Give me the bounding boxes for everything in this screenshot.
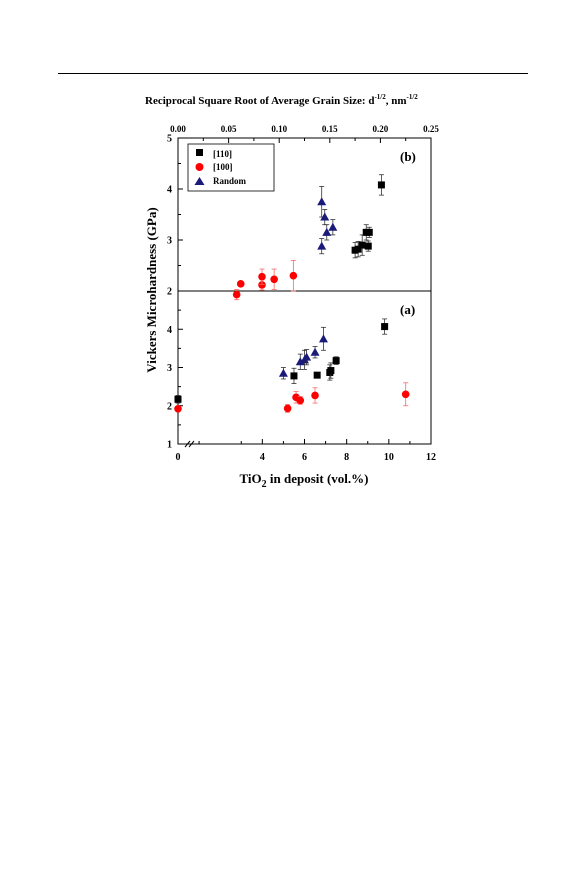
data-point-circle — [401, 390, 410, 399]
data-point-triangle — [317, 241, 327, 250]
legend: [110] [100] Random — [187, 143, 275, 192]
axis-break-mark — [184, 440, 195, 448]
legend-label-110: [110] — [213, 149, 232, 159]
data-point-square — [174, 395, 182, 403]
legend-circle-marker — [195, 163, 204, 171]
y-axis-tick-label: 5 — [167, 134, 172, 145]
data-point-square — [381, 323, 389, 331]
data-point-triangle — [320, 212, 330, 221]
legend-label-100: [100] — [213, 162, 233, 172]
bottom-axis-tick-label: 6 — [302, 452, 307, 463]
top-axis-tick-label: 0.15 — [322, 124, 338, 134]
data-point-circle — [258, 272, 266, 281]
data-point-triangle — [328, 222, 338, 231]
data-point-circle — [174, 405, 182, 413]
bottom-axis-tick-label: 10 — [384, 452, 394, 463]
bottom-axis-tick-label: 0 — [176, 452, 181, 463]
x-axis-label: TiO2 in deposit (vol.%) — [239, 471, 368, 490]
data-point-triangle — [278, 368, 288, 377]
y-axis-tick-label: 3 — [167, 236, 172, 247]
data-point-triangle — [318, 334, 328, 343]
data-point-square — [290, 372, 298, 380]
y-axis-tick-label: 4 — [167, 185, 172, 196]
data-point-triangle — [317, 197, 327, 206]
y-axis-tick-label: 1 — [167, 440, 172, 451]
top-axis-label: Reciprocal Square Root of Average Grain … — [145, 93, 418, 107]
panel-b-label: (b) — [400, 149, 416, 164]
bottom-axis-tick-label: 12 — [426, 452, 436, 463]
data-point-square — [364, 242, 372, 250]
data-point-triangle — [302, 352, 312, 361]
bottom-axis-tick-label: 4 — [260, 452, 265, 463]
data-point-circle — [296, 396, 305, 405]
data-point-circle — [289, 271, 298, 280]
legend-label-random: Random — [213, 176, 247, 186]
data-point-circle — [258, 281, 266, 289]
data-point-square — [354, 245, 362, 253]
data-point-triangle — [310, 347, 320, 356]
top-axis-tick-label: 0.20 — [373, 124, 389, 134]
data-point-square — [327, 367, 335, 375]
legend-square-marker — [196, 149, 203, 156]
y-axis-tick-label: 2 — [167, 287, 172, 298]
data-point-square — [313, 371, 321, 379]
page-top-rule — [58, 73, 528, 74]
data-point-triangle — [322, 227, 332, 236]
top-axis-tick-label: 0.10 — [271, 124, 287, 134]
data-point-square — [377, 181, 385, 189]
data-point-square — [358, 241, 366, 249]
y-axis-label: Vickers Microhardness (GPa) — [144, 207, 159, 372]
y-axis-tick-label: 2 — [167, 401, 172, 412]
bottom-axis-tick-label: 8 — [344, 452, 349, 463]
data-point-square — [365, 228, 373, 236]
data-point-circle — [232, 290, 241, 299]
y-axis-tick-label: 3 — [167, 363, 172, 374]
data-point-circle — [311, 391, 319, 400]
top-axis-tick-label: 0.00 — [170, 124, 186, 134]
panel-a-label: (a) — [400, 302, 415, 317]
top-axis-tick-label: 0.25 — [423, 124, 439, 134]
data-point-circle — [270, 275, 278, 284]
data-point-circle — [283, 404, 292, 413]
data-point-circle — [236, 280, 245, 288]
top-axis-tick-label: 0.05 — [221, 124, 237, 134]
data-point-square — [332, 357, 340, 365]
legend-triangle-marker — [194, 177, 205, 185]
y-axis-tick-label: 4 — [167, 325, 172, 336]
